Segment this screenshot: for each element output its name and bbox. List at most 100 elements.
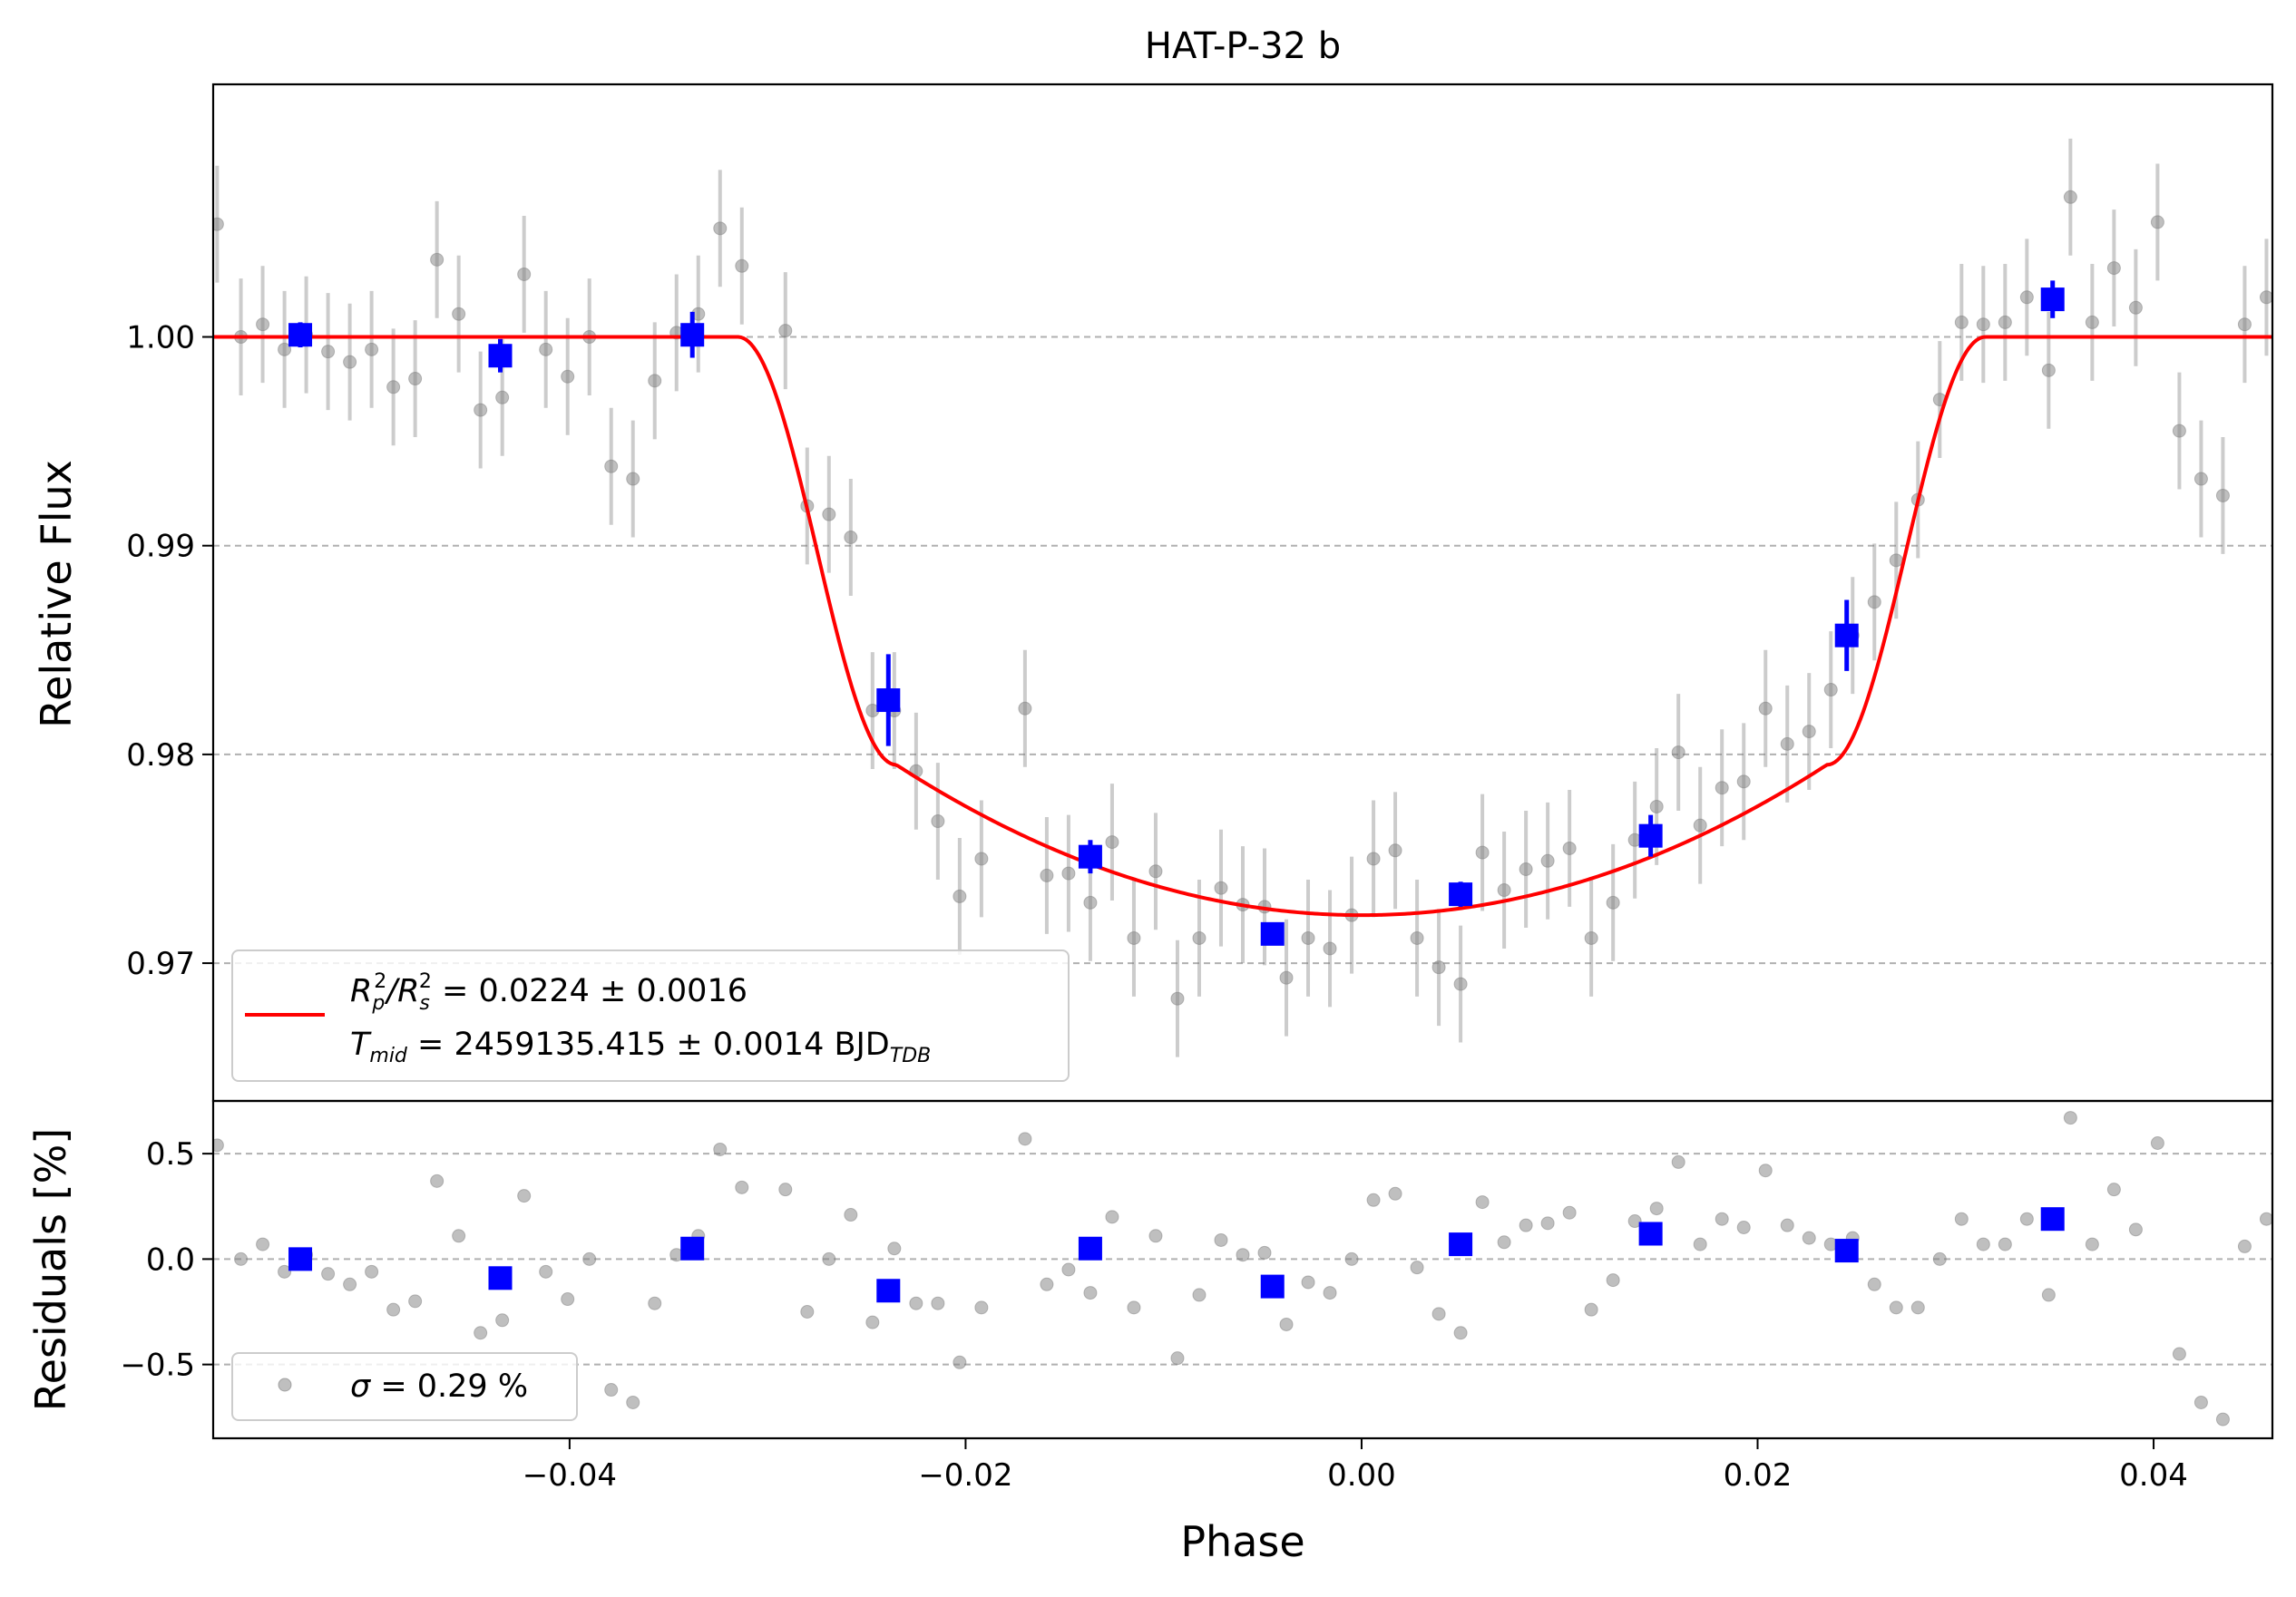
residual-legend-marker bbox=[278, 1378, 292, 1392]
raw-residual-point bbox=[1910, 1300, 1925, 1315]
binned-residual-point bbox=[2040, 1207, 2065, 1232]
raw-point bbox=[1497, 883, 1511, 898]
raw-point bbox=[844, 531, 858, 545]
raw-point bbox=[1083, 895, 1098, 910]
raw-residual-point bbox=[517, 1189, 532, 1203]
raw-point bbox=[1802, 725, 1816, 739]
raw-point bbox=[2172, 424, 2186, 438]
raw-point bbox=[1105, 835, 1119, 850]
binned-residual-point bbox=[1078, 1236, 1102, 1261]
raw-residual-point bbox=[1431, 1307, 1446, 1321]
raw-residual-point bbox=[822, 1251, 836, 1266]
transit-model bbox=[213, 335, 2272, 918]
raw-residual-point bbox=[1976, 1237, 1990, 1251]
raw-residual-point bbox=[626, 1395, 640, 1409]
raw-point bbox=[1170, 991, 1185, 1006]
raw-point bbox=[1715, 781, 1729, 795]
raw-point bbox=[735, 258, 749, 273]
main-legend: Rp2/Rs2 = 0.0224 ± 0.0016 Tmid = 2459135… bbox=[231, 949, 1070, 1082]
residual-y-axis-label: Residuals [%] bbox=[26, 1128, 75, 1411]
raw-point bbox=[1192, 930, 1207, 945]
binned-point bbox=[1449, 882, 1473, 907]
raw-point bbox=[256, 317, 270, 332]
raw-residual-point bbox=[343, 1277, 357, 1291]
raw-residual-point bbox=[234, 1251, 249, 1266]
raw-point bbox=[1431, 960, 1446, 975]
legend-mid-transit-time: Tmid = 2459135.415 ± 0.0014 BJDTDB bbox=[350, 1027, 931, 1067]
raw-point bbox=[1453, 977, 1468, 991]
raw-residual-point bbox=[365, 1264, 379, 1279]
raw-point bbox=[1998, 315, 2012, 329]
raw-point bbox=[1127, 930, 1141, 945]
raw-residual-point bbox=[408, 1294, 423, 1309]
raw-point bbox=[1301, 930, 1315, 945]
raw-point bbox=[2106, 261, 2121, 276]
raw-residual-point bbox=[1148, 1229, 1163, 1243]
raw-residual-point bbox=[1061, 1262, 1076, 1277]
raw-residual-point bbox=[539, 1264, 553, 1279]
raw-point bbox=[931, 814, 945, 829]
raw-point bbox=[278, 342, 292, 356]
raw-residual-point bbox=[1214, 1232, 1228, 1247]
raw-point bbox=[2041, 363, 2056, 377]
raw-point bbox=[1736, 774, 1751, 789]
raw-residual-point bbox=[1192, 1288, 1207, 1302]
raw-residual-point bbox=[931, 1296, 945, 1310]
raw-point bbox=[1649, 799, 1664, 813]
raw-residual-point bbox=[1715, 1212, 1729, 1226]
residual-binned-points bbox=[288, 1207, 2065, 1303]
raw-point bbox=[1584, 930, 1598, 945]
raw-residual-point bbox=[2150, 1136, 2164, 1150]
raw-residual-point bbox=[1780, 1218, 1794, 1232]
raw-residual-point bbox=[1867, 1277, 1881, 1291]
raw-residual-point bbox=[2259, 1212, 2272, 1226]
raw-point bbox=[1606, 895, 1620, 910]
raw-point bbox=[517, 267, 532, 281]
raw-point bbox=[1671, 745, 1685, 760]
raw-point bbox=[2215, 488, 2230, 502]
raw-residual-point bbox=[1562, 1205, 1577, 1220]
main-y-tick-label: 0.99 bbox=[126, 529, 195, 565]
residual-legend-box bbox=[231, 1352, 578, 1421]
binned-point bbox=[680, 323, 705, 347]
main-y-tick-label: 0.98 bbox=[126, 737, 195, 774]
binned-residual-point bbox=[488, 1266, 513, 1290]
raw-residual-point bbox=[648, 1296, 662, 1310]
raw-point bbox=[430, 252, 445, 267]
raw-point bbox=[343, 355, 357, 369]
raw-residual-point bbox=[474, 1326, 488, 1340]
raw-point bbox=[2259, 290, 2272, 305]
raw-point bbox=[321, 345, 336, 359]
phase-x-ticks: −0.04 −0.02 0.00 0.02 0.04 bbox=[523, 1438, 2188, 1494]
raw-point bbox=[648, 374, 662, 388]
raw-point bbox=[1366, 852, 1381, 866]
raw-point bbox=[539, 342, 553, 356]
raw-residual-point bbox=[2128, 1222, 2143, 1237]
transit-model-curve bbox=[213, 335, 2272, 918]
binned-point bbox=[288, 323, 313, 347]
raw-residual-point bbox=[909, 1296, 923, 1310]
raw-point bbox=[1214, 881, 1228, 895]
raw-residual-point bbox=[1889, 1300, 1903, 1315]
raw-residual-point bbox=[1540, 1216, 1555, 1231]
raw-point bbox=[1040, 868, 1054, 882]
raw-point bbox=[626, 472, 640, 486]
raw-residual-point bbox=[1453, 1326, 1468, 1340]
raw-residual-point bbox=[800, 1305, 815, 1319]
raw-residual-point bbox=[974, 1300, 989, 1315]
raw-point bbox=[2237, 317, 2252, 332]
residual-y-tick-label: 0.5 bbox=[146, 1136, 195, 1173]
raw-residual-point bbox=[2063, 1111, 2077, 1125]
raw-residual-point bbox=[2106, 1183, 2121, 1197]
main-panel: 0.97 0.98 0.99 1.00 Relative Flux Rp2/Rs2 =… bbox=[32, 83, 2274, 1103]
raw-point bbox=[1976, 317, 1990, 332]
raw-point bbox=[1323, 941, 1337, 956]
raw-point bbox=[452, 307, 466, 321]
raw-residual-point bbox=[1410, 1261, 1424, 1275]
raw-residual-point bbox=[1388, 1186, 1402, 1201]
raw-point bbox=[1018, 701, 1032, 716]
raw-point bbox=[778, 324, 793, 338]
x-tick-label: −0.04 bbox=[523, 1457, 617, 1494]
x-axis-label: Phase bbox=[1180, 1517, 1304, 1566]
binned-residual-point bbox=[1260, 1274, 1285, 1299]
